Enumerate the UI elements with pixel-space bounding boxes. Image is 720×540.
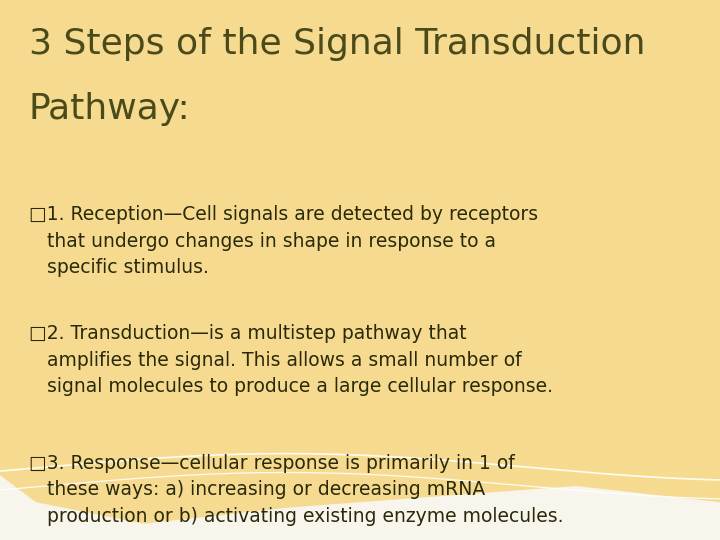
Polygon shape	[0, 0, 720, 524]
Text: □2. Transduction—is a multistep pathway that
   amplifies the signal. This allow: □2. Transduction—is a multistep pathway …	[29, 324, 553, 396]
Polygon shape	[0, 0, 720, 508]
Polygon shape	[0, 0, 720, 443]
Text: □3. Response—cellular response is primarily in 1 of
   these ways: a) increasing: □3. Response—cellular response is primar…	[29, 454, 563, 525]
Polygon shape	[0, 0, 720, 486]
Text: Pathway:: Pathway:	[29, 92, 191, 126]
Text: □1. Reception—Cell signals are detected by receptors
   that undergo changes in : □1. Reception—Cell signals are detected …	[29, 205, 538, 277]
Text: 3 Steps of the Signal Transduction: 3 Steps of the Signal Transduction	[29, 27, 645, 61]
